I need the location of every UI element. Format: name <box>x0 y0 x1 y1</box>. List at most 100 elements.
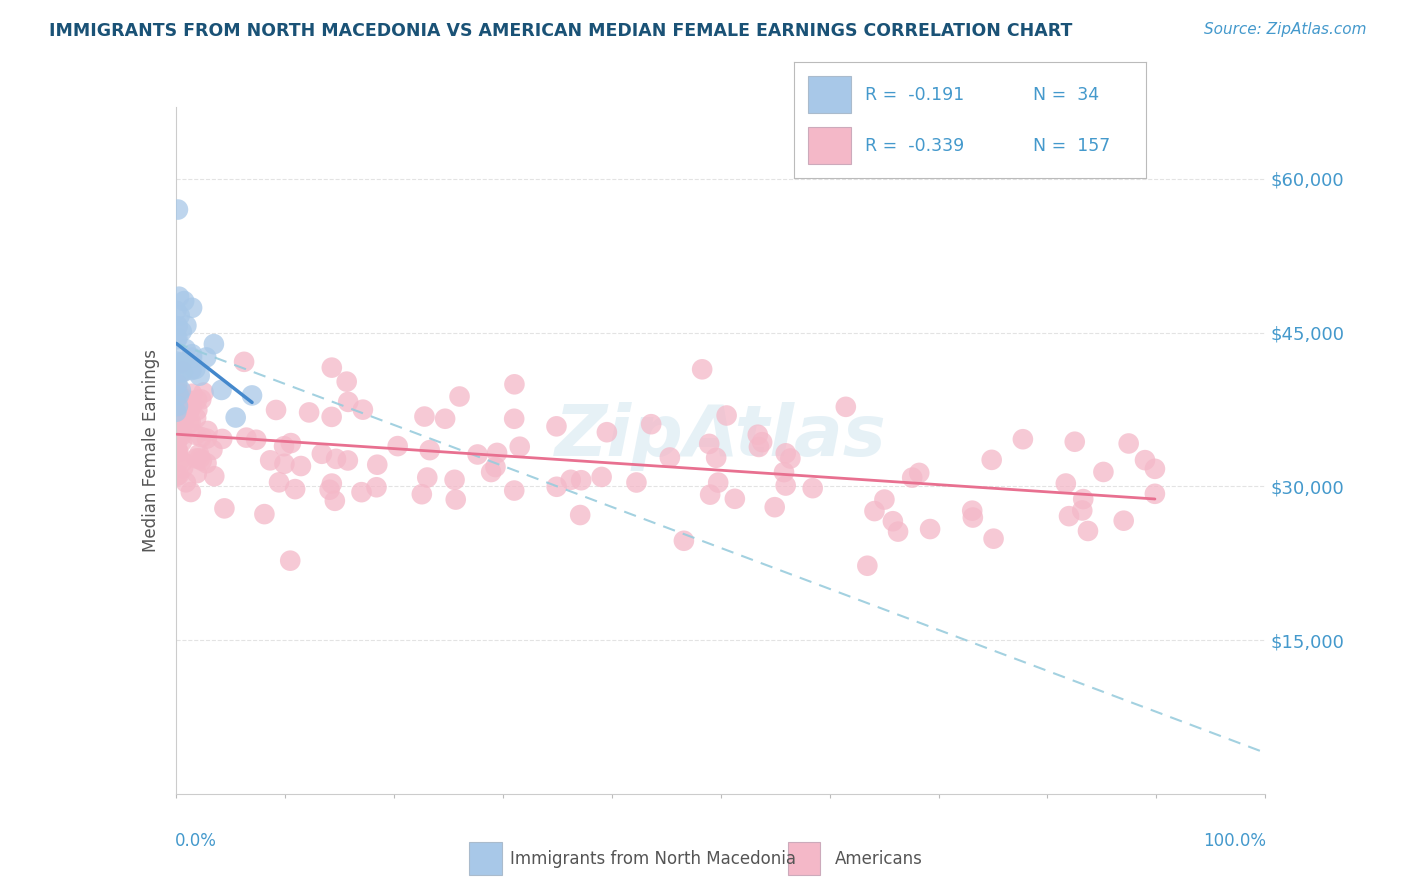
Point <box>626 475 648 490</box>
Text: ZipAtlas: ZipAtlas <box>555 402 886 471</box>
Point <box>366 458 388 472</box>
Point <box>181 301 204 315</box>
Point <box>748 440 770 454</box>
Point <box>177 404 200 418</box>
Point <box>1071 492 1094 507</box>
Point <box>546 480 568 494</box>
Point <box>779 451 801 466</box>
Point <box>835 400 858 414</box>
Point <box>882 514 904 528</box>
Point <box>172 396 194 410</box>
FancyBboxPatch shape <box>808 128 851 164</box>
Point <box>503 483 526 498</box>
Point <box>179 417 201 431</box>
Point <box>176 392 198 407</box>
Text: 100.0%: 100.0% <box>1204 831 1267 850</box>
Point <box>169 453 191 467</box>
Point <box>503 411 526 425</box>
Point <box>172 365 194 379</box>
Point <box>166 442 188 457</box>
Point <box>186 403 208 417</box>
Point <box>856 558 879 573</box>
Point <box>467 448 489 462</box>
Point <box>186 451 208 466</box>
Text: N =  34: N = 34 <box>1033 86 1099 103</box>
Point <box>350 485 373 500</box>
Point <box>546 419 568 434</box>
Point <box>225 410 247 425</box>
Point <box>176 318 198 333</box>
Point <box>321 409 343 424</box>
Point <box>1143 487 1166 501</box>
Point <box>214 501 236 516</box>
Point <box>321 360 343 375</box>
Point <box>170 396 193 410</box>
Point <box>166 433 188 447</box>
Point <box>202 337 225 351</box>
Point <box>960 503 983 517</box>
Point <box>167 202 190 217</box>
Point <box>181 386 204 401</box>
Point <box>166 445 188 459</box>
Point <box>273 457 295 471</box>
Point <box>165 354 187 368</box>
Point <box>773 465 796 479</box>
Point <box>658 450 681 465</box>
Point <box>188 368 211 383</box>
Point <box>560 473 582 487</box>
Point <box>920 522 942 536</box>
Point <box>166 416 188 430</box>
Point <box>1118 436 1140 450</box>
Point <box>318 483 340 497</box>
Point <box>1133 453 1156 467</box>
Point <box>699 488 721 502</box>
Point <box>167 385 190 400</box>
Point <box>170 384 193 398</box>
Point <box>180 415 202 429</box>
Point <box>190 392 212 407</box>
Point <box>311 447 333 461</box>
Point <box>321 476 343 491</box>
Point <box>165 303 187 318</box>
Point <box>174 409 197 424</box>
Point <box>419 443 441 458</box>
Point <box>191 453 214 467</box>
Text: R =  -0.191: R = -0.191 <box>865 86 965 103</box>
Point <box>908 466 931 480</box>
FancyBboxPatch shape <box>808 77 851 113</box>
Point <box>873 492 896 507</box>
Point <box>169 309 191 323</box>
Point <box>336 453 359 467</box>
Point <box>186 411 208 425</box>
Point <box>724 491 747 506</box>
Point <box>569 508 592 522</box>
Point <box>983 532 1005 546</box>
Point <box>181 351 204 365</box>
Point <box>716 409 738 423</box>
FancyBboxPatch shape <box>787 842 821 874</box>
Point <box>165 405 187 419</box>
Point <box>195 351 218 365</box>
Point <box>173 404 195 418</box>
Point <box>1054 476 1077 491</box>
Point <box>172 460 194 475</box>
Point <box>253 507 276 521</box>
Point <box>170 325 193 339</box>
Point <box>188 451 211 466</box>
Point <box>267 475 290 490</box>
Point <box>167 399 190 413</box>
Point <box>259 453 281 467</box>
Point <box>180 363 202 377</box>
Point <box>672 533 695 548</box>
Point <box>240 388 263 402</box>
Point <box>180 401 202 415</box>
Point <box>273 439 295 453</box>
Point <box>167 445 190 459</box>
Point <box>166 403 188 417</box>
Point <box>569 473 592 487</box>
Point <box>887 524 910 539</box>
Point <box>449 390 471 404</box>
Point <box>704 450 727 465</box>
Point <box>325 451 347 466</box>
Point <box>284 482 307 496</box>
